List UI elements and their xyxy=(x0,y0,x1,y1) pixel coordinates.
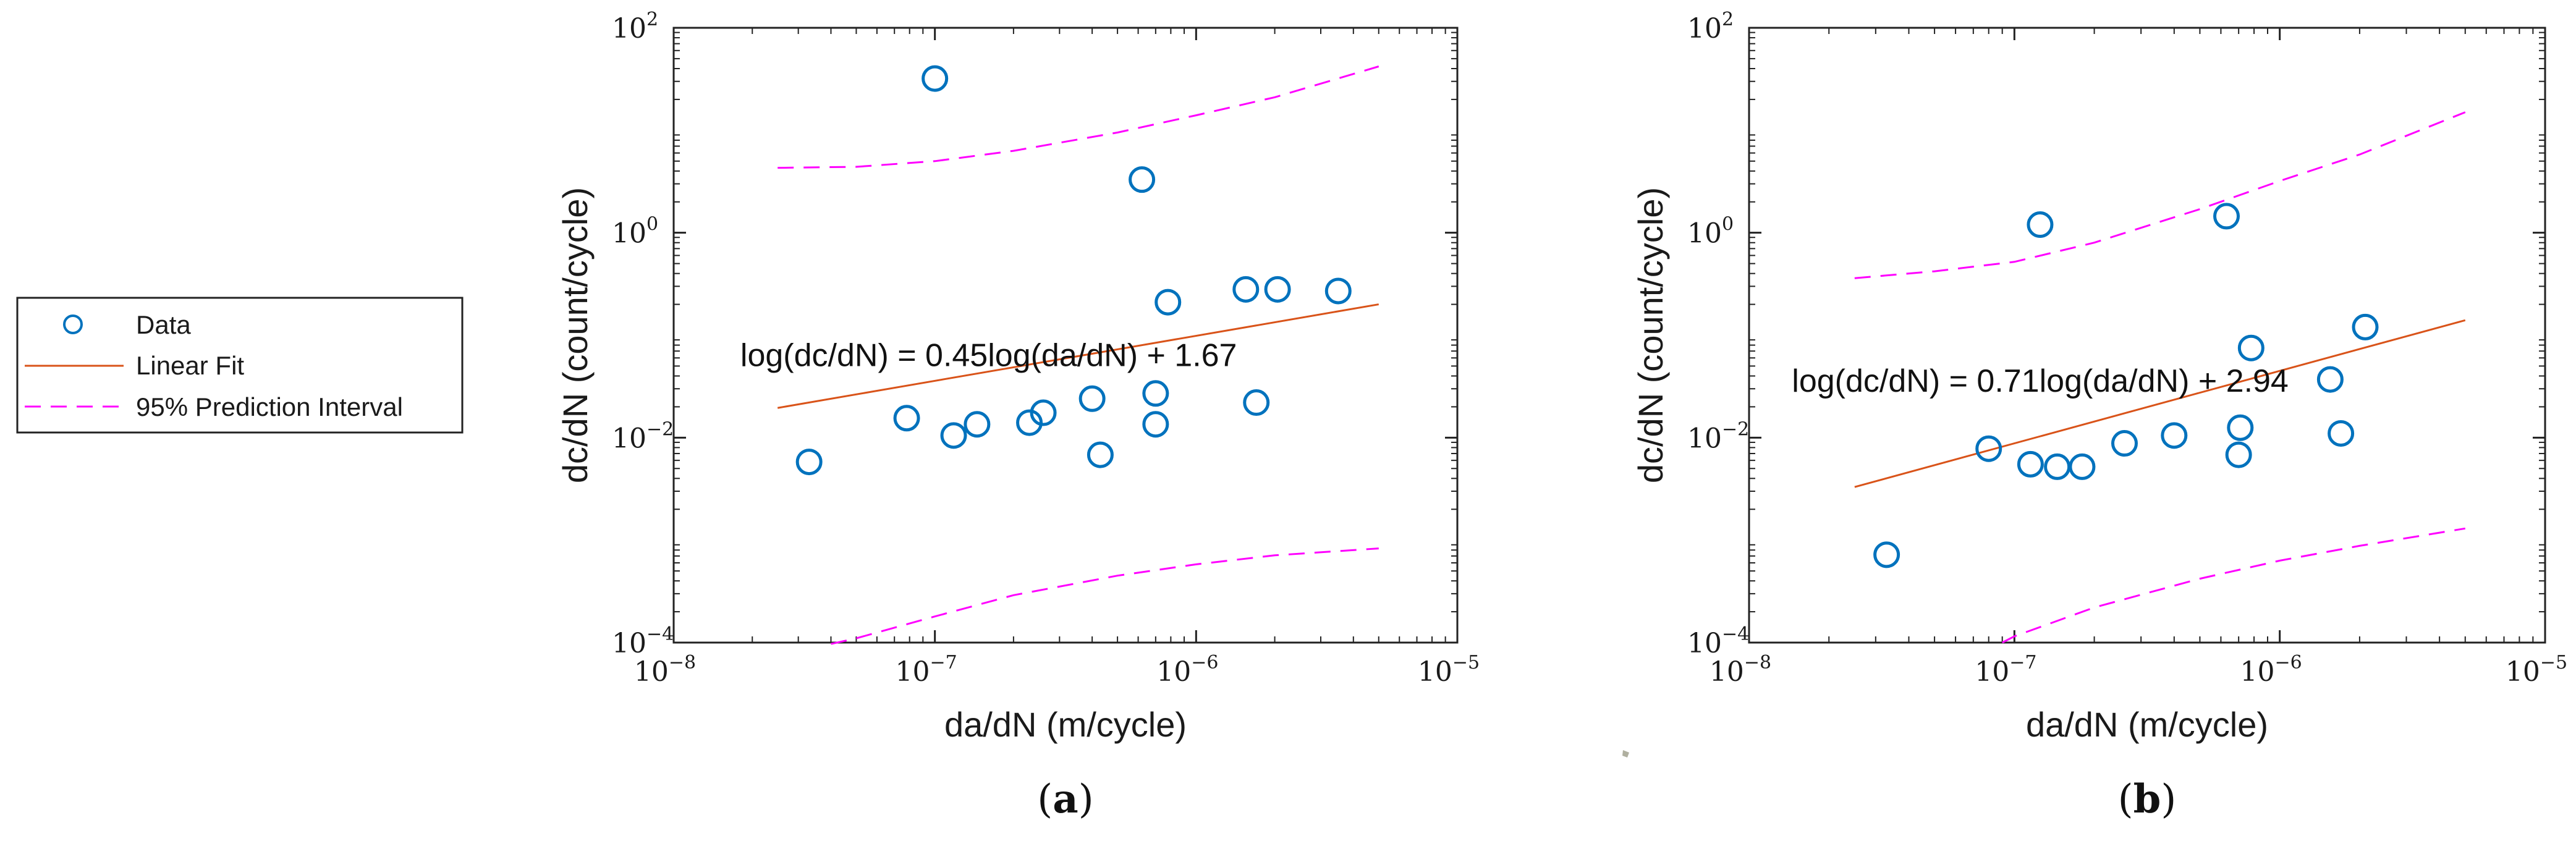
panel-b-minor-ticks xyxy=(1749,28,2545,643)
panel-b-data-point-8 xyxy=(2213,203,2240,230)
panel-a-ytick-exp-0: −4 xyxy=(646,623,674,645)
panel-a-data-point-9 xyxy=(1129,166,1156,193)
panel-b-ytick-label-3: 102 xyxy=(1687,9,1734,44)
panel-a-data-point-6 xyxy=(1030,399,1057,426)
panel-a-data-point-11 xyxy=(1142,380,1169,407)
panel-b-data-point-10 xyxy=(2227,414,2254,441)
panel-b-data-point-13 xyxy=(2328,420,2355,447)
panel-b-ytick-label-0: 10−4 xyxy=(1687,623,1749,659)
panel-b-ytick-label-1: 10−2 xyxy=(1687,418,1749,454)
panel-b-data-point-9 xyxy=(2225,441,2252,468)
panel-b-data-point-14 xyxy=(2352,313,2379,340)
panel-b-data-point-0 xyxy=(1873,541,1900,568)
panel-b-ytick-exp-0: −4 xyxy=(1722,623,1749,645)
panel-a-linear-fit xyxy=(777,303,1379,409)
panel-b-data-point-7 xyxy=(2161,422,2188,449)
panel-b-ytick-label-2: 100 xyxy=(1687,214,1734,250)
panel-a-xtick-label-3: 10−5 xyxy=(1418,652,1480,688)
panel-b-ytick-exp-1: −2 xyxy=(1722,418,1749,440)
panel-b-linear-fit xyxy=(1854,319,2466,488)
panel-a-ytick-label-0: 10−4 xyxy=(612,623,674,659)
panel-b-xtick-exp-2: −6 xyxy=(2275,652,2302,673)
panel-b-prediction-lower xyxy=(2002,527,2466,644)
panel-a-xtick-exp-1: −7 xyxy=(930,652,957,673)
panel-b-xtick-exp-0: −8 xyxy=(1744,652,1771,673)
panel-b-data-point-6 xyxy=(2111,430,2138,457)
panel-a-data-point-10 xyxy=(1142,411,1169,438)
panel-a-ytick-exp-3: 2 xyxy=(646,9,658,30)
panel-a-ytick-label-1: 10−2 xyxy=(612,418,674,454)
panel-a-data-point-1 xyxy=(893,405,920,432)
legend-label-pi: 95% Prediction Interval xyxy=(136,392,403,421)
panel-b-data-point-5 xyxy=(2069,453,2096,480)
panel-b-data-point-4 xyxy=(2044,453,2071,480)
panel-b-prediction-upper xyxy=(1854,111,2466,279)
legend-marker-data xyxy=(63,314,83,334)
panel-b-xtick-label-3: 10−5 xyxy=(2506,652,2567,688)
panel-a-data-point-3 xyxy=(940,422,967,449)
panel-b-x-axis-label: da/dN (m/cycle) xyxy=(2026,705,2268,744)
panel-a-xtick-label-2: 10−6 xyxy=(1156,652,1218,688)
panel-a-data-point-12 xyxy=(1155,289,1182,316)
panel-b-data-point-3 xyxy=(2027,211,2054,238)
panel-b-xtick-exp-3: −5 xyxy=(2540,652,2567,673)
panel-a-data-point-13 xyxy=(1232,276,1260,303)
panel-a-fit-equation: log(dc/dN) = 0.45log(da/dN) + 1.67 xyxy=(740,337,1237,373)
panel-a-y-axis-label: dc/dN (count/cycle) xyxy=(556,187,595,483)
panel-a-ytick-exp-2: 0 xyxy=(646,214,658,235)
panel-a-data-point-2 xyxy=(922,65,949,92)
panel-b-xtick-label-1: 10−7 xyxy=(1975,652,2036,688)
panel-a-minor-ticks xyxy=(674,28,1457,643)
panel-a-xtick-exp-2: −6 xyxy=(1191,652,1218,673)
panel-a-data-point-5 xyxy=(1016,409,1043,436)
panel-a-data-point-8 xyxy=(1087,441,1114,468)
panel-a-prediction-upper xyxy=(777,65,1379,169)
legend-label-fit: Linear Fit xyxy=(136,351,244,380)
panel-a-ytick-label-2: 100 xyxy=(612,214,658,250)
panel-a-data-point-16 xyxy=(1324,277,1352,305)
panel-b-fit-equation: log(dc/dN) = 0.71log(da/dN) + 2.94 xyxy=(1792,363,2289,399)
panel-b-ytick-exp-3: 2 xyxy=(1722,9,1734,30)
panel-b-ytick-exp-2: 0 xyxy=(1722,214,1734,235)
panel-a-data-point-0 xyxy=(795,449,823,476)
panel-b-data-point-11 xyxy=(2237,334,2265,361)
panel-b-label: (b) xyxy=(2118,776,2177,822)
panel-b-data-point-2 xyxy=(2017,450,2044,478)
panel-a-label: (a) xyxy=(1037,776,1093,822)
panel-b-xtick-label-2: 10−6 xyxy=(2240,652,2302,688)
panel-b-xtick-exp-1: −7 xyxy=(2009,652,2036,673)
panel-a-ytick-label-3: 102 xyxy=(612,9,658,44)
panel-b-axes-box xyxy=(1748,27,2546,644)
panel-b-data-point-12 xyxy=(2316,366,2344,393)
panel-a-ytick-exp-1: −2 xyxy=(646,418,674,440)
scan-artifact xyxy=(1622,750,1629,757)
panel-a-data-point-4 xyxy=(964,411,991,438)
panel-a-xtick-exp-3: −5 xyxy=(1452,652,1480,673)
panel-b-data-point-1 xyxy=(1975,435,2002,462)
panel-a-xtick-label-1: 10−7 xyxy=(896,652,957,688)
panel-a-xtick-exp-0: −8 xyxy=(669,652,696,673)
panel-a-data-point-7 xyxy=(1078,385,1106,412)
panel-b-y-axis-label: dc/dN (count/cycle) xyxy=(1631,187,1670,483)
legend-label-data: Data xyxy=(136,310,191,339)
panel-a-prediction-lower xyxy=(831,547,1379,645)
panel-a-data-point-15 xyxy=(1264,276,1291,303)
panel-a-x-axis-label: da/dN (m/cycle) xyxy=(944,705,1187,744)
panel-a-data-point-14 xyxy=(1243,389,1270,416)
legend: Data Linear Fit 95% Prediction Interval xyxy=(16,297,464,434)
panel-a-axes-box xyxy=(672,27,1459,644)
